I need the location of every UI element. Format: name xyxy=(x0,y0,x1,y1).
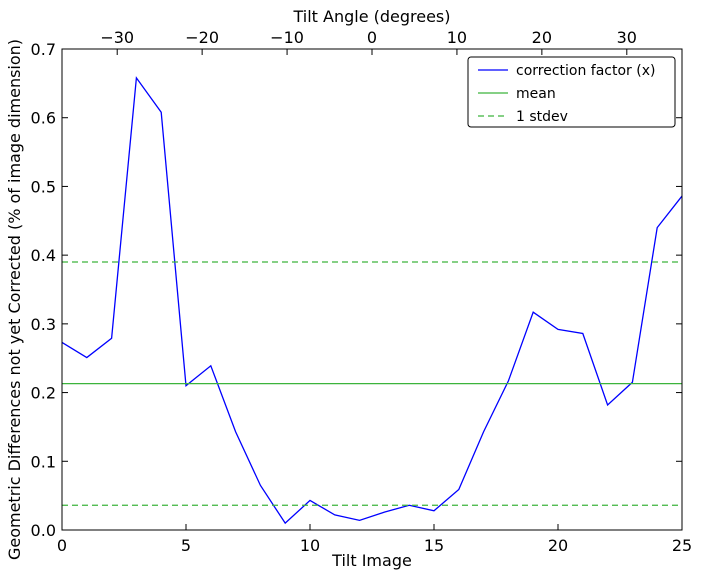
x-tick-label: 10 xyxy=(300,536,320,555)
legend-label: mean xyxy=(516,86,556,102)
y-tick-label: 0.1 xyxy=(31,452,56,471)
x-tick-label: 20 xyxy=(548,536,568,555)
y-axis-title: Geometric Differences not yet Corrected … xyxy=(5,39,24,560)
top-tick-label: 20 xyxy=(532,28,552,47)
top-axis-title: Tilt Angle (degrees) xyxy=(292,7,450,26)
legend: correction factor (x) mean 1 stdev xyxy=(467,56,676,128)
y-tick-label: 0.7 xyxy=(31,40,56,59)
y-tick-label: 0.5 xyxy=(31,177,56,196)
x-tick-label: 5 xyxy=(181,536,191,555)
top-tick-label: 0 xyxy=(367,28,377,47)
x-tick-label: 15 xyxy=(424,536,444,555)
y-tick-label: 0.4 xyxy=(31,246,56,265)
top-tick-label: 10 xyxy=(447,28,467,47)
top-tick-label: −10 xyxy=(270,28,304,47)
series-layer xyxy=(61,76,683,525)
y-tick-label: 0.2 xyxy=(31,384,56,403)
top-tick-label: 30 xyxy=(617,28,637,47)
x-tick-label: 0 xyxy=(57,536,67,555)
top-tick-label: −20 xyxy=(185,28,219,47)
y-tick-label: 0.0 xyxy=(31,521,56,540)
ticks-layer: 0 5 10 15 20 25 0.0 0.1 0.2 0.3 0.4 0.5 0.6 0.7 −30 −20… xyxy=(31,28,693,555)
legend-box xyxy=(467,56,676,128)
top-tick-label: −30 xyxy=(100,28,134,47)
series-line-correction-factor xyxy=(61,76,683,525)
y-tick-label: 0.3 xyxy=(31,315,56,334)
legend-label: 1 stdev xyxy=(516,109,568,125)
x-axis-title: Tilt Image xyxy=(331,551,412,570)
x-tick-label: 25 xyxy=(672,536,692,555)
legend-label: correction factor (x) xyxy=(516,63,655,79)
y-tick-label: 0.6 xyxy=(31,109,56,128)
